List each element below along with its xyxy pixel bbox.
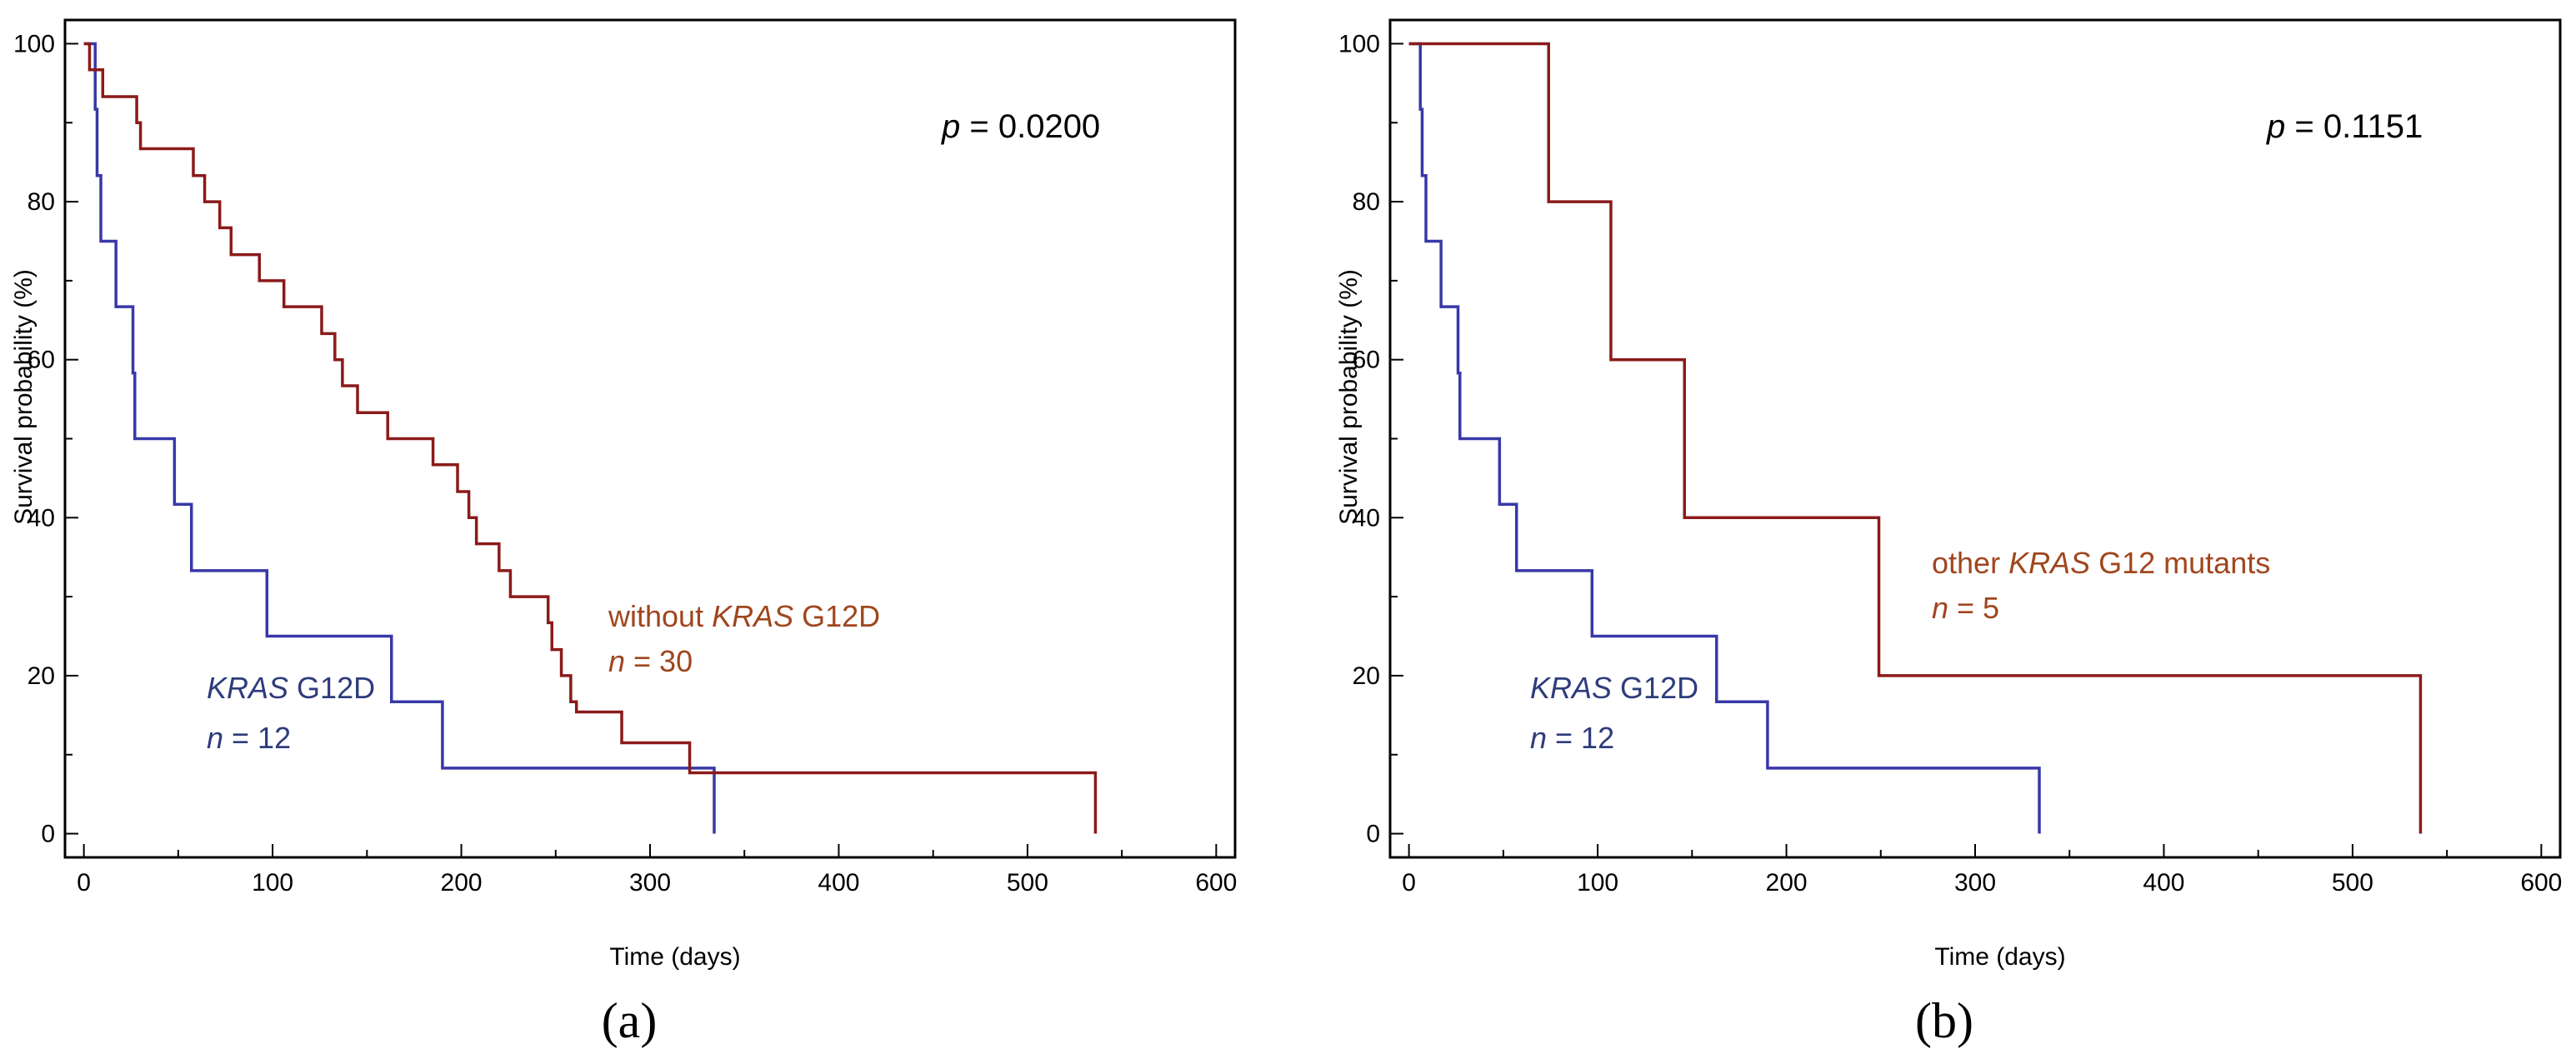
x-axis-title: Time (days) <box>609 943 740 971</box>
y-tick-label: 40 <box>28 504 55 532</box>
panel-caption: (b) <box>1915 993 1973 1048</box>
n-value: = 12 <box>1547 721 1614 755</box>
x-tick-label: 600 <box>1195 869 1237 897</box>
series-label-prefix: other <box>1932 546 2008 580</box>
series-label-suffix: G12 mutants <box>2090 546 2270 580</box>
y-tick-label: 20 <box>28 662 55 690</box>
x-tick-label: 300 <box>1954 869 1996 897</box>
n-value: = 5 <box>1948 591 1999 625</box>
p-value: = 0.1151 <box>2285 108 2423 145</box>
series-label-suffix: G12D <box>1612 671 1698 705</box>
series-label-suffix: G12D <box>288 671 375 705</box>
x-tick-label: 200 <box>1766 869 1808 897</box>
series-line-blue <box>1408 42 2041 834</box>
y-tick-label: 60 <box>1353 347 1380 374</box>
y-tick-label: 80 <box>1353 188 1380 216</box>
n-symbol: n <box>608 644 625 678</box>
y-axis-title: Survival probability (%) <box>1335 269 1363 525</box>
y-tick-label: 100 <box>1338 30 1380 57</box>
y-tick-label: 40 <box>1353 504 1380 532</box>
series-label-gene: KRAS <box>207 671 288 705</box>
series-n-label: n = 30 <box>608 644 693 678</box>
n-symbol: n <box>1932 591 1948 625</box>
series-n-label: n = 12 <box>1530 721 1614 755</box>
series-label: KRAS G12D <box>1530 671 1698 705</box>
x-tick-label: 400 <box>2143 869 2184 897</box>
series-line-red <box>1408 42 2423 834</box>
x-tick-label: 600 <box>2520 869 2562 897</box>
panel-caption: (a) <box>602 993 658 1048</box>
n-symbol: n <box>207 721 223 755</box>
series-label-suffix: G12D <box>793 599 880 633</box>
series-line-red <box>83 42 1098 834</box>
series-label-gene: KRAS <box>712 599 793 633</box>
x-tick-label: 0 <box>1402 869 1416 897</box>
y-tick-label: 20 <box>1353 662 1380 690</box>
x-tick-label: 500 <box>1007 869 1048 897</box>
p-symbol: p <box>941 108 960 145</box>
n-symbol: n <box>1530 721 1547 755</box>
x-tick-label: 200 <box>441 869 483 897</box>
series-line-blue <box>83 42 716 834</box>
series-label: other KRAS G12 mutants <box>1932 546 2270 580</box>
chart-panel-a: 0 20 40 60 80 100 0 100 200 300 400 500 600 Time (day… <box>10 18 1237 1048</box>
p-value: = 0.0200 <box>960 108 1100 145</box>
series-n-label: n = 12 <box>207 721 291 755</box>
series-label: without KRAS G12D <box>608 599 880 633</box>
series-label-gene: KRAS <box>1530 671 1612 705</box>
y-tick-label: 0 <box>41 821 55 848</box>
chart-panel-b: 0 20 40 60 80 100 0 100 200 300 400 500 600 Time (day… <box>1335 18 2562 1048</box>
p-value-label: p = 0.0200 <box>941 108 1100 145</box>
y-tick-label: 60 <box>28 347 55 374</box>
series-n-label: n = 5 <box>1932 591 1999 625</box>
n-value: = 30 <box>625 644 693 678</box>
x-tick-label: 100 <box>252 869 293 897</box>
n-value: = 12 <box>223 721 291 755</box>
series-label-prefix: without <box>608 599 712 633</box>
y-tick-label: 80 <box>28 188 55 216</box>
y-tick-label: 0 <box>1366 821 1380 848</box>
p-value-label: p = 0.1151 <box>2266 108 2423 145</box>
x-tick-label: 400 <box>818 869 859 897</box>
series-label: KRAS G12D <box>207 671 375 705</box>
series-label-gene: KRAS <box>2008 546 2090 580</box>
y-axis-title: Survival probability (%) <box>10 269 38 525</box>
x-tick-label: 0 <box>77 869 91 897</box>
x-tick-label: 100 <box>1577 869 1618 897</box>
x-axis-title: Time (days) <box>1934 943 2065 971</box>
x-tick-label: 500 <box>2332 869 2373 897</box>
y-tick-label: 100 <box>13 30 55 57</box>
p-symbol: p <box>2266 108 2285 145</box>
x-tick-label: 300 <box>629 869 671 897</box>
